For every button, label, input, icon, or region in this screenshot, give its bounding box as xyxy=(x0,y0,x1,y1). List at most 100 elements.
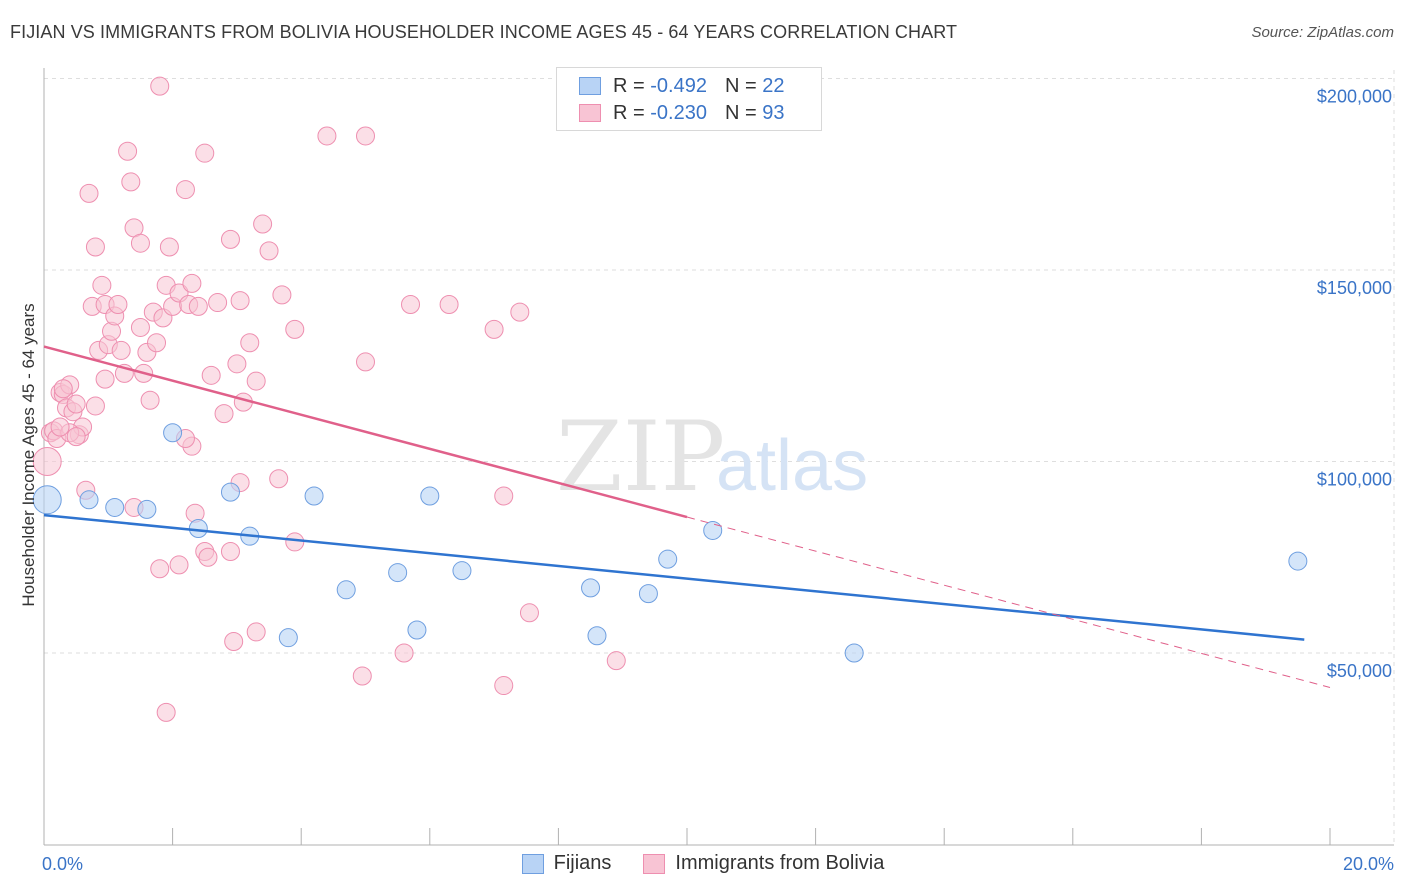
bolivia-point xyxy=(175,180,195,200)
fijian-points xyxy=(32,423,1308,663)
bolivia-point xyxy=(121,172,141,192)
fijian-point xyxy=(587,626,607,646)
bolivia-point xyxy=(220,229,240,249)
bolivia-point xyxy=(79,183,99,203)
fijian-point xyxy=(420,486,440,506)
bolivia-point xyxy=(356,352,375,372)
bolivia-point xyxy=(159,237,179,257)
bolivia-n-label: N = xyxy=(724,101,757,124)
bolivia-point xyxy=(150,559,170,579)
bolivia-point xyxy=(50,417,70,437)
fijian-point xyxy=(278,628,298,648)
bolivia-point xyxy=(188,296,208,316)
legend-item-bolivia[interactable]: Immigrants from Bolivia xyxy=(643,852,884,875)
bolivia-point xyxy=(53,379,73,399)
bolivia-point xyxy=(246,371,266,391)
chart-title: FIJIAN VS IMMIGRANTS FROM BOLIVIA HOUSEH… xyxy=(10,22,958,42)
bolivia-n-value: 93 xyxy=(762,101,785,124)
bolivia-point xyxy=(224,632,244,652)
fijian-point xyxy=(1288,551,1308,571)
y-tick-label: $100,000 xyxy=(1317,470,1392,490)
bolivia-point xyxy=(92,275,112,295)
fijians-trend-line xyxy=(43,513,1305,641)
bolivia-points xyxy=(32,76,626,722)
bolivia-point xyxy=(182,273,202,293)
bolivia-point xyxy=(147,333,167,353)
fijians-n-value: 22 xyxy=(762,74,785,97)
bolivia-point xyxy=(130,317,150,337)
fijian-point xyxy=(105,497,125,517)
bolivia-point xyxy=(140,390,160,410)
fijian-point xyxy=(388,563,408,583)
fijians-swatch xyxy=(579,77,601,95)
legend-row-fijians: R = -0.492 N = 22 xyxy=(579,74,784,98)
fijian-point xyxy=(703,520,723,540)
fijian-point xyxy=(304,486,324,506)
bolivia-r-value: -0.230 xyxy=(650,101,707,124)
bolivia-r-label: R = xyxy=(613,101,645,124)
bolivia-point xyxy=(494,486,514,506)
x-tick-label: 0.0% xyxy=(42,854,83,874)
bolivia-point xyxy=(401,294,421,314)
bolivia-point xyxy=(394,643,414,663)
bolivia-point xyxy=(519,603,539,623)
chart-source: Source: ZipAtlas.com xyxy=(1251,24,1394,41)
bolivia-trend-extension xyxy=(686,516,1331,688)
bolivia-point xyxy=(108,294,128,314)
fijian-point xyxy=(638,584,658,604)
fijian-point xyxy=(581,578,601,598)
bolivia-legend-swatch xyxy=(643,853,666,874)
bolivia-point xyxy=(246,622,266,642)
bolivia-point xyxy=(156,702,176,722)
bolivia-point xyxy=(356,126,375,146)
fijian-point xyxy=(163,423,183,443)
fijians-r-label: R = xyxy=(613,74,645,97)
bolivia-point xyxy=(102,321,122,341)
fijian-point xyxy=(79,490,99,510)
bolivia-point xyxy=(66,427,86,447)
fijian-point xyxy=(220,482,240,502)
bolivia-point xyxy=(220,542,240,562)
bolivia-point xyxy=(118,141,138,161)
bolivia-point xyxy=(439,294,459,314)
bolivia-point xyxy=(227,354,247,374)
bolivia-point xyxy=(95,369,115,389)
bolivia-point xyxy=(214,404,234,424)
fijian-point xyxy=(137,499,157,519)
bolivia-point xyxy=(85,396,105,416)
bolivia-point xyxy=(272,285,292,305)
bolivia-point xyxy=(484,319,504,339)
bolivia-point xyxy=(198,547,218,567)
fijian-point xyxy=(658,549,678,569)
bolivia-point xyxy=(253,214,273,234)
correlation-legend: R = -0.492 N = 22 R = -0.230 N = 93 xyxy=(556,67,822,131)
bolivia-point xyxy=(240,333,260,353)
fijian-point xyxy=(844,643,864,663)
bolivia-point xyxy=(66,394,86,414)
bolivia-point xyxy=(208,293,228,313)
bolivia-trend-line xyxy=(43,345,688,519)
watermark-zip: ZIP xyxy=(556,401,725,513)
bolivia-point xyxy=(201,365,221,385)
legend-item-fijians[interactable]: Fijians xyxy=(521,852,612,875)
bolivia-point xyxy=(285,532,305,552)
bolivia-legend-label: Immigrants from Bolivia xyxy=(675,852,885,874)
bolivia-point xyxy=(150,76,170,96)
bolivia-point xyxy=(195,143,215,163)
bolivia-swatch xyxy=(579,104,601,122)
y-tick-label: $50,000 xyxy=(1327,661,1392,681)
bolivia-point xyxy=(285,319,305,339)
bolivia-point xyxy=(111,340,131,360)
tick-labels: $50,000 $100,000 $150,000 $200,000 0.0% 20.0% xyxy=(42,87,1394,875)
bolivia-point xyxy=(317,126,337,146)
fijians-legend-swatch xyxy=(521,853,544,874)
axes xyxy=(43,68,1394,846)
bolivia-point xyxy=(269,469,289,489)
fijians-legend-label: Fijians xyxy=(553,852,612,874)
bolivia-point xyxy=(606,651,626,671)
fijian-point xyxy=(407,620,427,640)
bolivia-point xyxy=(85,237,105,257)
y-tick-label: $150,000 xyxy=(1317,278,1392,298)
y-tick-label: $200,000 xyxy=(1317,87,1392,107)
